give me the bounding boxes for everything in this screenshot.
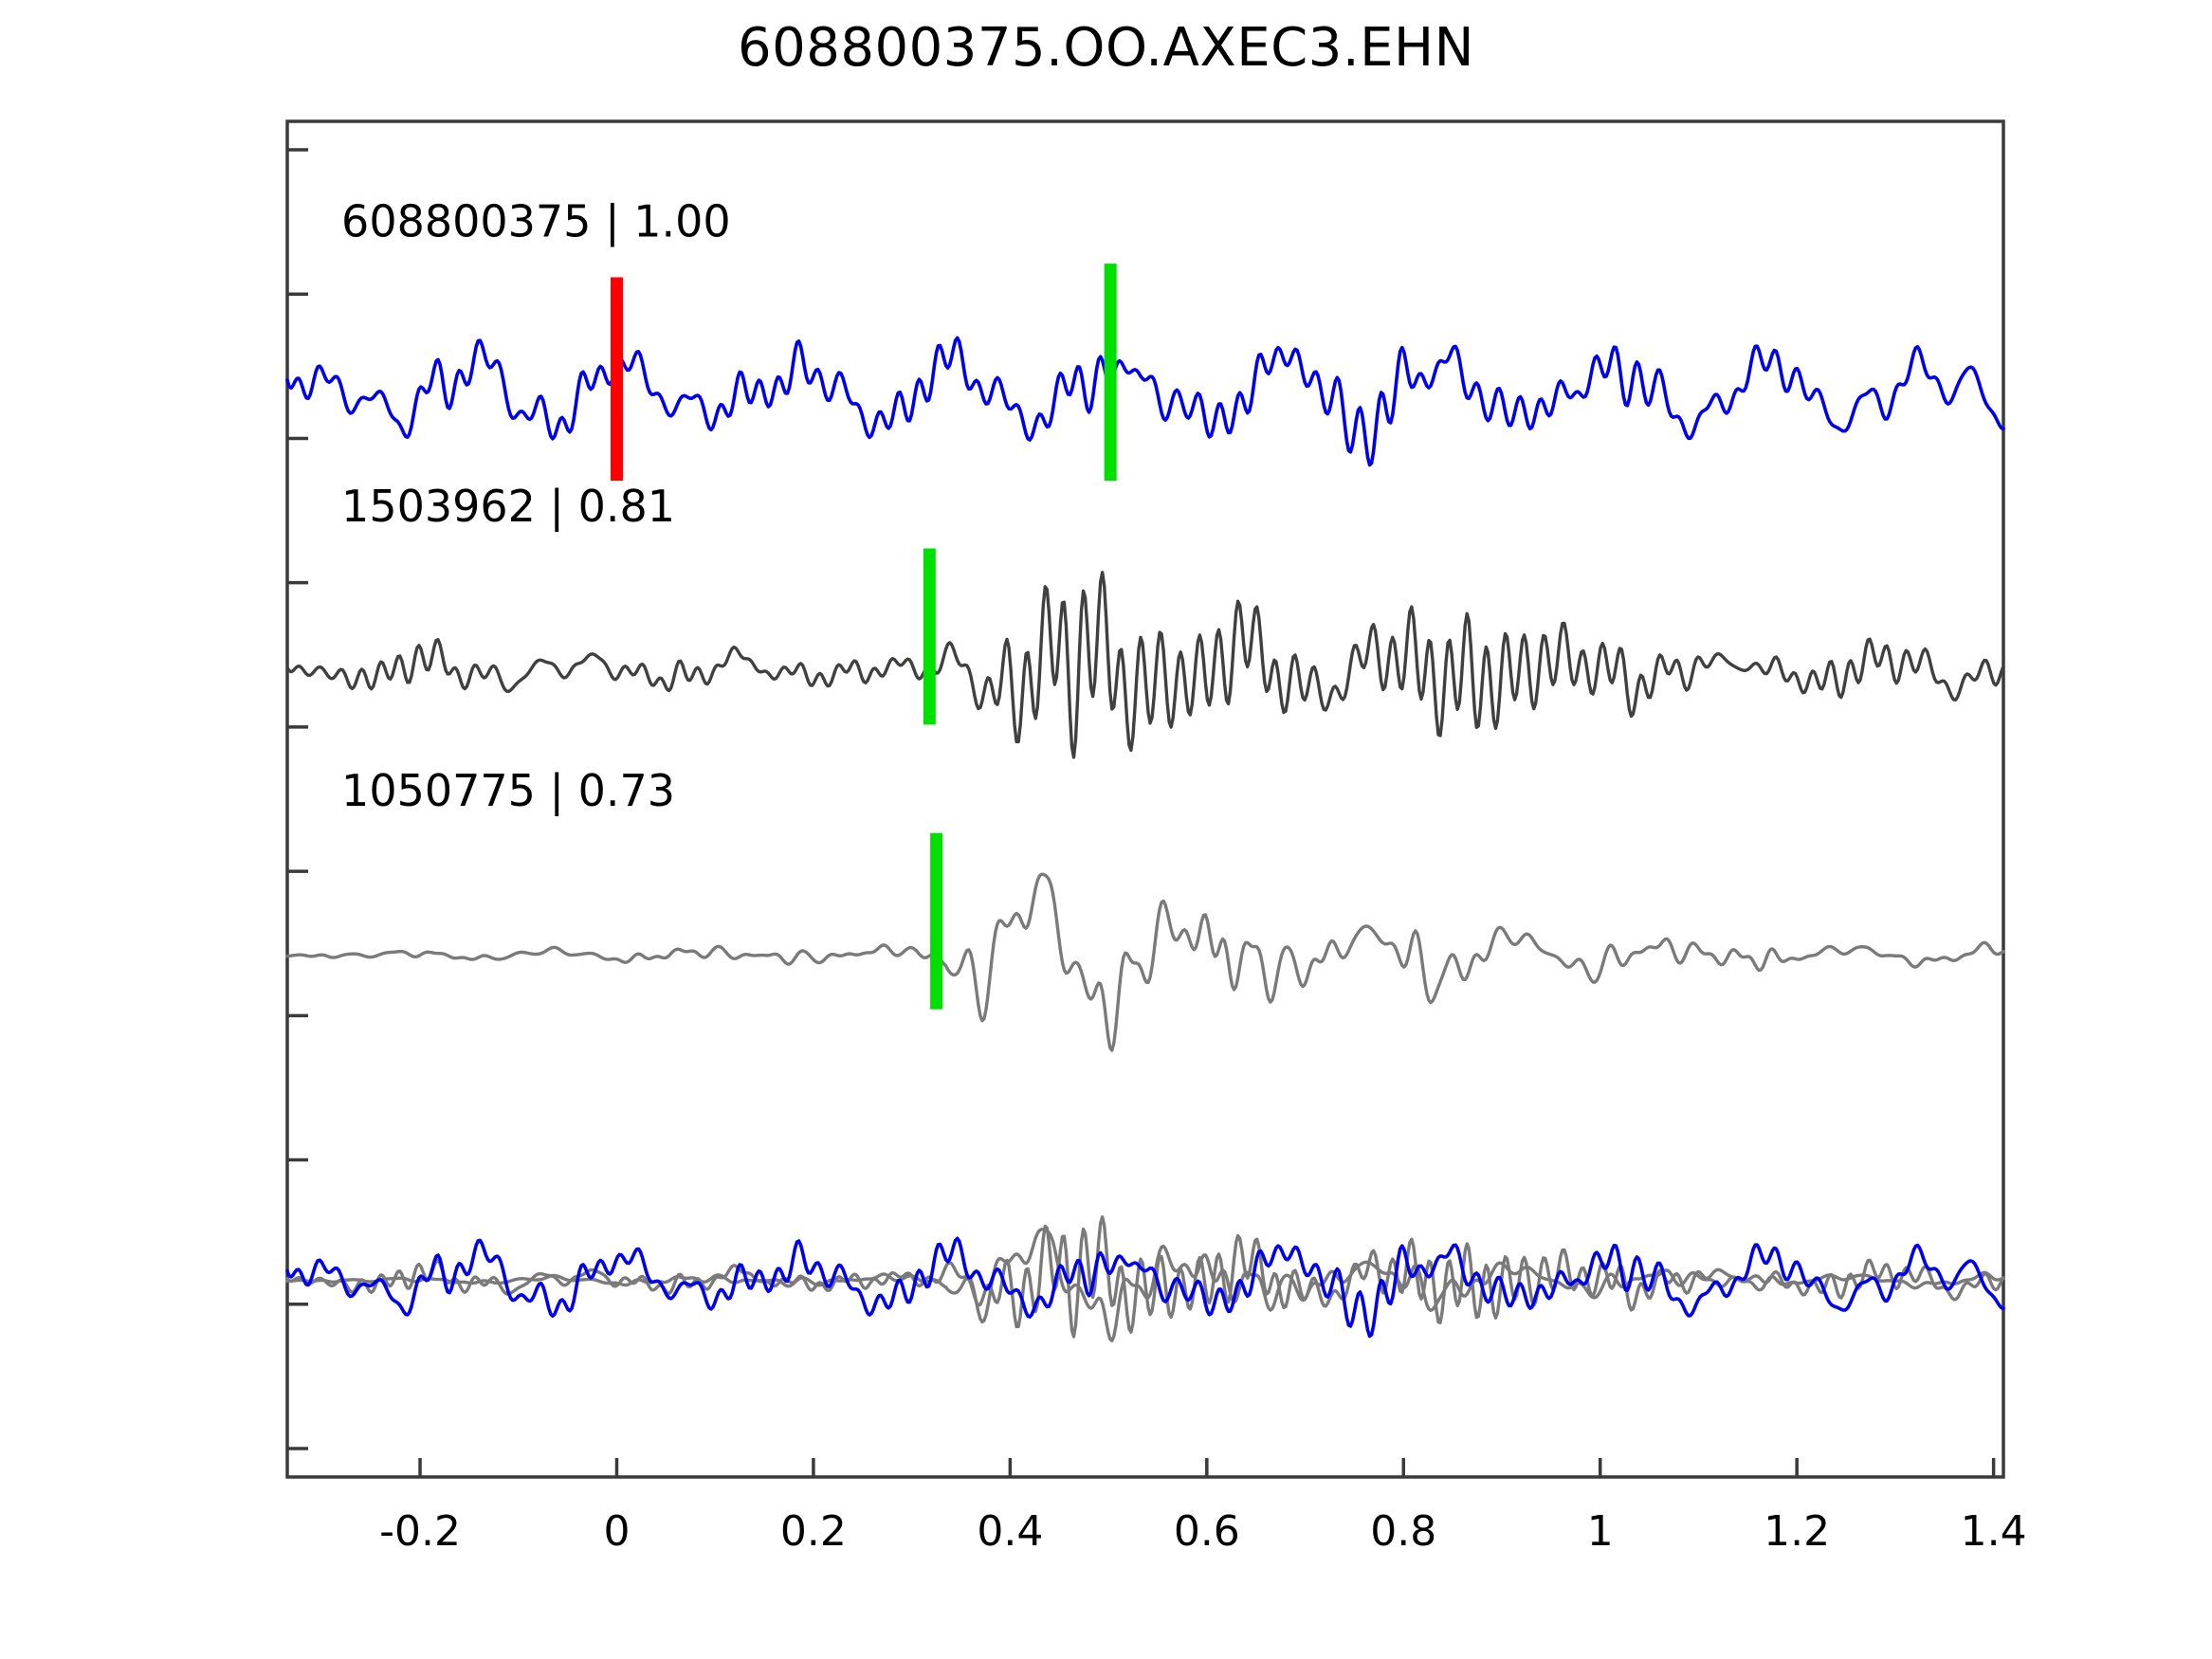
x-tick-label: 1.2 bbox=[1764, 1507, 1830, 1556]
x-tick-label: 0.8 bbox=[1370, 1507, 1436, 1556]
x-tick-label: 0.4 bbox=[977, 1507, 1043, 1556]
overlay-trace-1503962 bbox=[285, 1215, 2005, 1339]
plot-frame bbox=[285, 119, 2005, 1479]
waveform-trace-1050775 bbox=[285, 872, 2005, 1052]
x-tick-label: 0 bbox=[603, 1507, 630, 1556]
x-tick-label: -0.2 bbox=[379, 1507, 461, 1556]
x-tick-label: 1.4 bbox=[1961, 1507, 2027, 1556]
waveform-trace-1503962 bbox=[285, 571, 2005, 759]
x-tick-label: 1 bbox=[1587, 1507, 1614, 1556]
waveform-trace-608800375 bbox=[285, 336, 2005, 467]
trace-label-1050775: 1050775 | 0.73 bbox=[341, 765, 675, 817]
x-tick-label: 0.2 bbox=[780, 1507, 847, 1556]
x-tick-label: 0.6 bbox=[1174, 1507, 1240, 1556]
overlay-trace-608800375 bbox=[285, 1236, 2005, 1339]
trace-label-608800375: 608800375 | 1.00 bbox=[341, 196, 731, 248]
page-title: 608800375.OO.AXEC3.EHN bbox=[737, 17, 1475, 79]
trace-label-1503962: 1503962 | 0.81 bbox=[341, 481, 675, 533]
